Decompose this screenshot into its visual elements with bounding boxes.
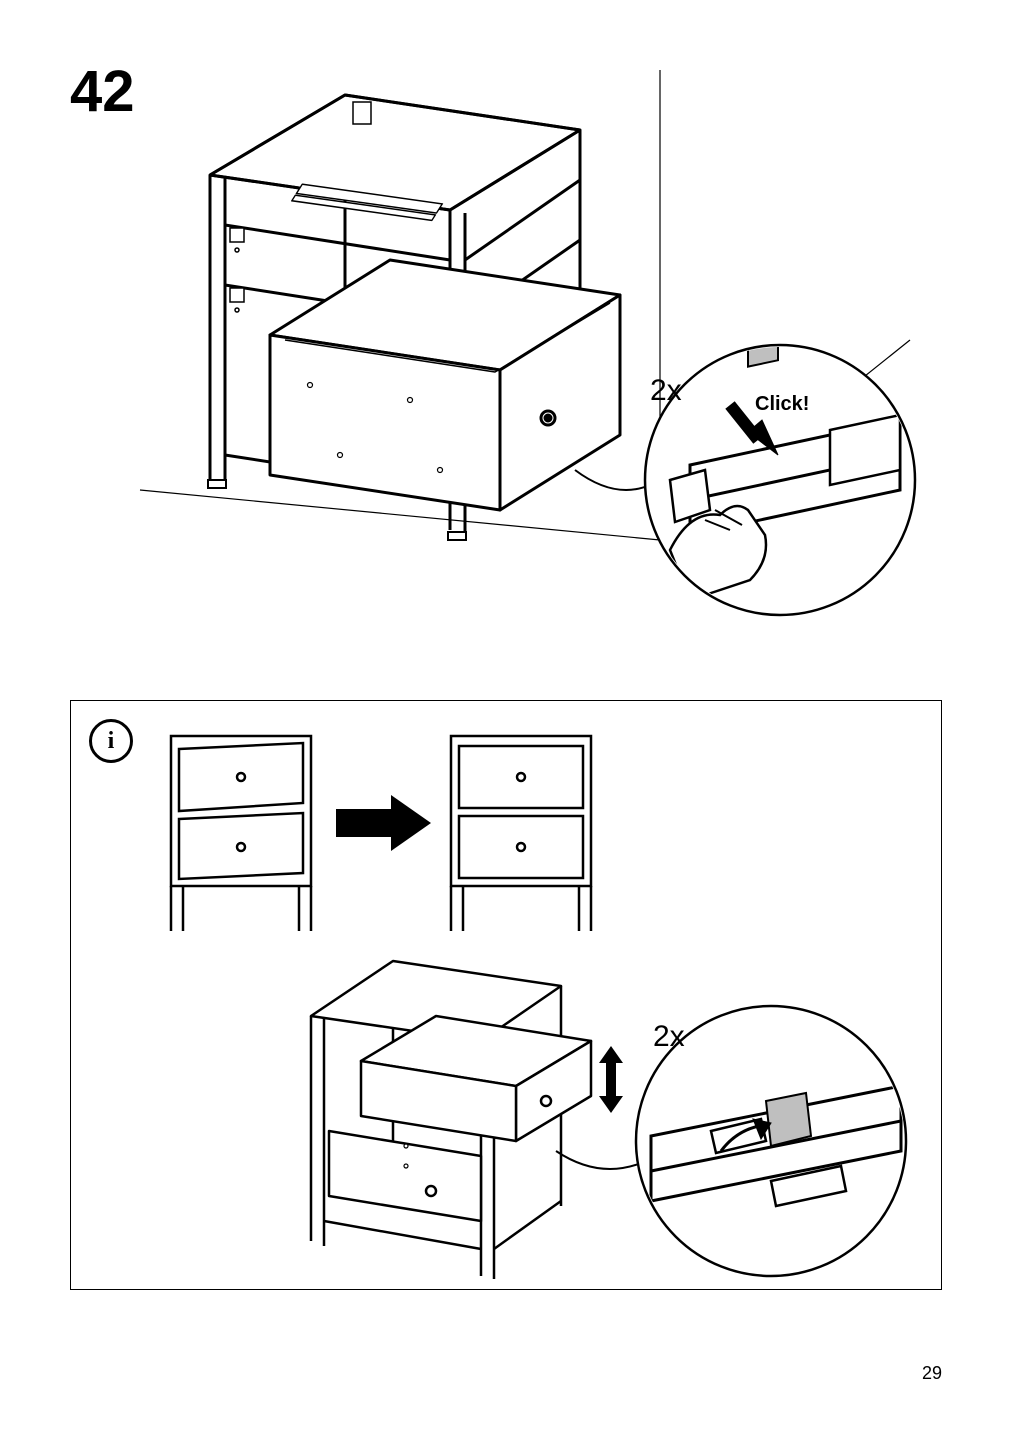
info-diagram-svg: 2x xyxy=(71,701,943,1291)
main-diagram-svg: 2x Click! xyxy=(130,60,920,620)
instruction-page: 42 xyxy=(0,0,1012,1432)
main-illustration: 2x Click! xyxy=(130,60,920,620)
info-qty-label: 2x xyxy=(653,1020,685,1053)
click-label: Click! xyxy=(755,393,809,415)
page-number: 29 xyxy=(922,1363,942,1384)
step-number: 42 xyxy=(70,58,135,125)
info-panel: i xyxy=(70,700,942,1290)
info-icon: i xyxy=(89,719,133,763)
main-qty-label: 2x xyxy=(650,374,682,407)
